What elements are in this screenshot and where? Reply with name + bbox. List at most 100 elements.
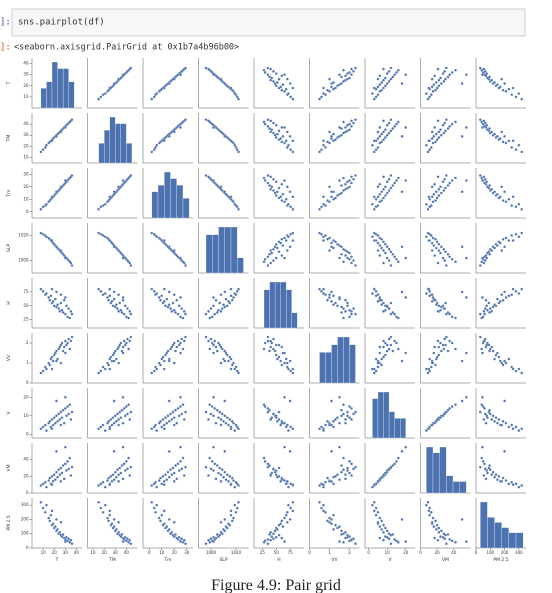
scatter-point — [212, 469, 215, 472]
scatter-point — [223, 290, 227, 294]
scatter-point — [48, 476, 52, 480]
scatter-point — [283, 89, 286, 93]
scatter-point — [117, 361, 121, 365]
scatter-point — [270, 535, 274, 538]
scatter-point — [393, 255, 397, 259]
scatter-point — [481, 296, 484, 299]
scatter-point — [342, 316, 345, 320]
scatter-point — [488, 252, 491, 256]
scatter-point — [326, 419, 329, 423]
scatter-point — [162, 367, 166, 371]
scatter-point — [291, 150, 295, 154]
scatter-point — [213, 462, 217, 466]
scatter-point — [70, 118, 74, 122]
scatter-point — [204, 410, 208, 414]
scatter-point — [383, 353, 387, 357]
scatter-point — [344, 249, 347, 252]
scatter-point — [446, 184, 450, 187]
scatter-point — [228, 418, 232, 421]
scatter-point — [326, 237, 329, 241]
scatter-point — [164, 353, 167, 357]
scatter-point — [107, 298, 111, 302]
scatter-point — [510, 146, 514, 149]
scatter-point — [157, 296, 161, 299]
scatter-point — [376, 130, 380, 134]
scatter-point — [237, 371, 240, 375]
scatter-point — [380, 190, 384, 194]
scatter-point — [328, 130, 331, 134]
scatter-point — [155, 292, 159, 295]
scatter-point — [460, 518, 464, 521]
scatter-point — [344, 418, 347, 421]
histogram-bar — [400, 418, 406, 439]
scatter-point — [383, 471, 387, 475]
x-tick-label: 1000 — [206, 550, 217, 555]
scatter-point — [336, 526, 339, 530]
scatter-point — [488, 408, 491, 412]
scatter-point — [483, 255, 486, 259]
scatter-point — [382, 138, 385, 142]
scatter-point — [39, 500, 43, 504]
scatter-point — [352, 537, 355, 541]
scatter-point — [181, 347, 185, 351]
scatter-point — [113, 470, 117, 474]
histogram-bar — [46, 81, 53, 109]
scatter-point — [378, 477, 382, 481]
scatter-point — [387, 347, 391, 351]
scatter-point — [444, 186, 447, 190]
scatter-point — [117, 520, 121, 524]
code-cell[interactable] — [11, 8, 526, 37]
scatter-point — [348, 185, 351, 189]
scatter-point — [39, 427, 43, 431]
scatter-point — [63, 445, 67, 449]
scatter-point — [374, 148, 378, 152]
scatter-point — [322, 235, 325, 239]
scatter-point — [320, 425, 323, 429]
scatter-point — [288, 190, 292, 194]
scatter-point — [97, 484, 101, 487]
scatter-point — [272, 259, 275, 262]
scatter-point — [346, 410, 349, 414]
scatter-point — [65, 304, 68, 308]
scatter-point — [330, 134, 333, 138]
scatter-point — [354, 118, 357, 122]
scatter-point — [439, 416, 442, 420]
scatter-point — [128, 474, 132, 477]
scatter-point — [268, 464, 271, 467]
scatter-point — [507, 425, 511, 429]
scatter-point — [374, 289, 378, 293]
scatter-point — [184, 66, 187, 70]
scatter-point — [224, 525, 228, 528]
y-tick-label: 20 — [23, 394, 29, 399]
scatter-point — [266, 406, 270, 410]
scatter-point — [497, 418, 501, 421]
scatter-point — [123, 304, 127, 308]
scatter-point — [504, 236, 508, 240]
scatter-point — [428, 95, 432, 99]
scatter-point — [268, 408, 271, 412]
scatter-point — [482, 474, 486, 477]
scatter-point — [464, 540, 468, 543]
scatter-point — [272, 189, 275, 192]
scatter-point — [481, 445, 484, 449]
scatter-point — [378, 298, 382, 302]
histogram-bar — [325, 352, 332, 384]
scatter-point — [507, 482, 511, 486]
scatter-point — [326, 199, 329, 202]
x-tick-label: 30 — [184, 550, 190, 555]
scatter-point — [501, 476, 505, 480]
scatter-point — [266, 181, 270, 185]
scatter-point — [112, 190, 116, 194]
scatter-point — [179, 126, 182, 129]
scatter-point — [338, 478, 341, 482]
scatter-point — [101, 365, 105, 369]
scatter-point — [126, 412, 129, 416]
scatter-point — [332, 528, 335, 531]
scatter-point — [498, 137, 502, 140]
histogram-bar — [377, 391, 384, 439]
scatter-point — [396, 347, 400, 351]
scatter-point — [107, 363, 111, 367]
scatter-point — [213, 312, 217, 316]
scatter-point — [97, 427, 101, 431]
scatter-point — [184, 118, 187, 122]
